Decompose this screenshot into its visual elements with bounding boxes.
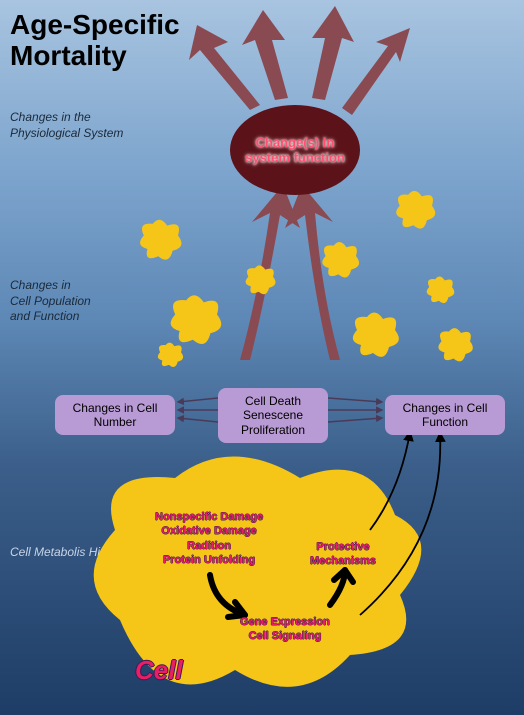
label-population: Changes in Cell Population and Function: [10, 278, 91, 325]
damage-list: Nonspecific Damage Oxidative Damage Radi…: [155, 510, 263, 567]
small-cells: [140, 191, 473, 367]
gene-0: Gene Expression: [240, 615, 330, 629]
gene-list: Gene Expression Cell Signaling: [240, 615, 330, 644]
prot-1: Mechanisms: [310, 554, 376, 568]
system-function-text: Change(s) in system function: [245, 135, 345, 165]
cell-label: Cell: [135, 655, 183, 686]
system-function-oval: Change(s) in system function: [230, 105, 360, 195]
cell-blob: [94, 457, 422, 687]
cell-to-function-arrows: [360, 432, 440, 615]
gene-1: Cell Signaling: [240, 629, 330, 643]
radiate-arrows: [189, 6, 410, 115]
box-cell-number: Changes in Cell Number: [55, 395, 175, 435]
title-line1: Age-Specific: [10, 9, 180, 40]
dmg-3: Protein Unfolding: [155, 553, 263, 567]
dmg-1: Oxidative Damage: [155, 524, 263, 538]
cell-inner-arrows: [210, 570, 353, 617]
big-arrows-up: [240, 185, 340, 360]
box-middle: Cell Death Senescene Proliferation: [218, 388, 328, 443]
box-cell-function: Changes in Cell Function: [385, 395, 505, 435]
label-physiological: Changes in the Physiological System: [10, 110, 123, 141]
protective-list: Protective Mechanisms: [310, 540, 376, 569]
page-title: Age-Specific Mortality: [10, 10, 180, 72]
dmg-0: Nonspecific Damage: [155, 510, 263, 524]
title-line2: Mortality: [10, 40, 127, 71]
prot-0: Protective: [310, 540, 376, 554]
label-metabolis: Cell Metabolis History: [10, 545, 126, 561]
dmg-2: Radition: [155, 539, 263, 553]
diagram-canvas: [0, 0, 524, 715]
